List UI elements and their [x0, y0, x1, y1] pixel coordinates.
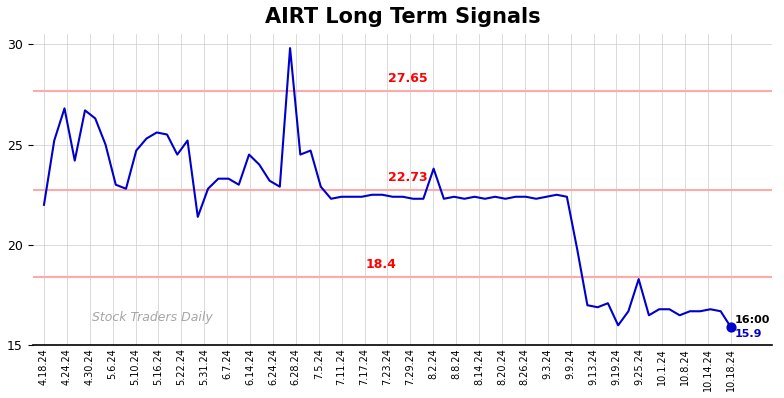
Text: 27.65: 27.65 [387, 72, 427, 85]
Text: 15.9: 15.9 [735, 330, 763, 339]
Text: 18.4: 18.4 [365, 258, 396, 271]
Text: 16:00: 16:00 [735, 315, 771, 325]
Text: Stock Traders Daily: Stock Traders Daily [92, 310, 212, 324]
Title: AIRT Long Term Signals: AIRT Long Term Signals [264, 7, 540, 27]
Text: 22.73: 22.73 [387, 171, 427, 184]
Point [724, 324, 737, 330]
